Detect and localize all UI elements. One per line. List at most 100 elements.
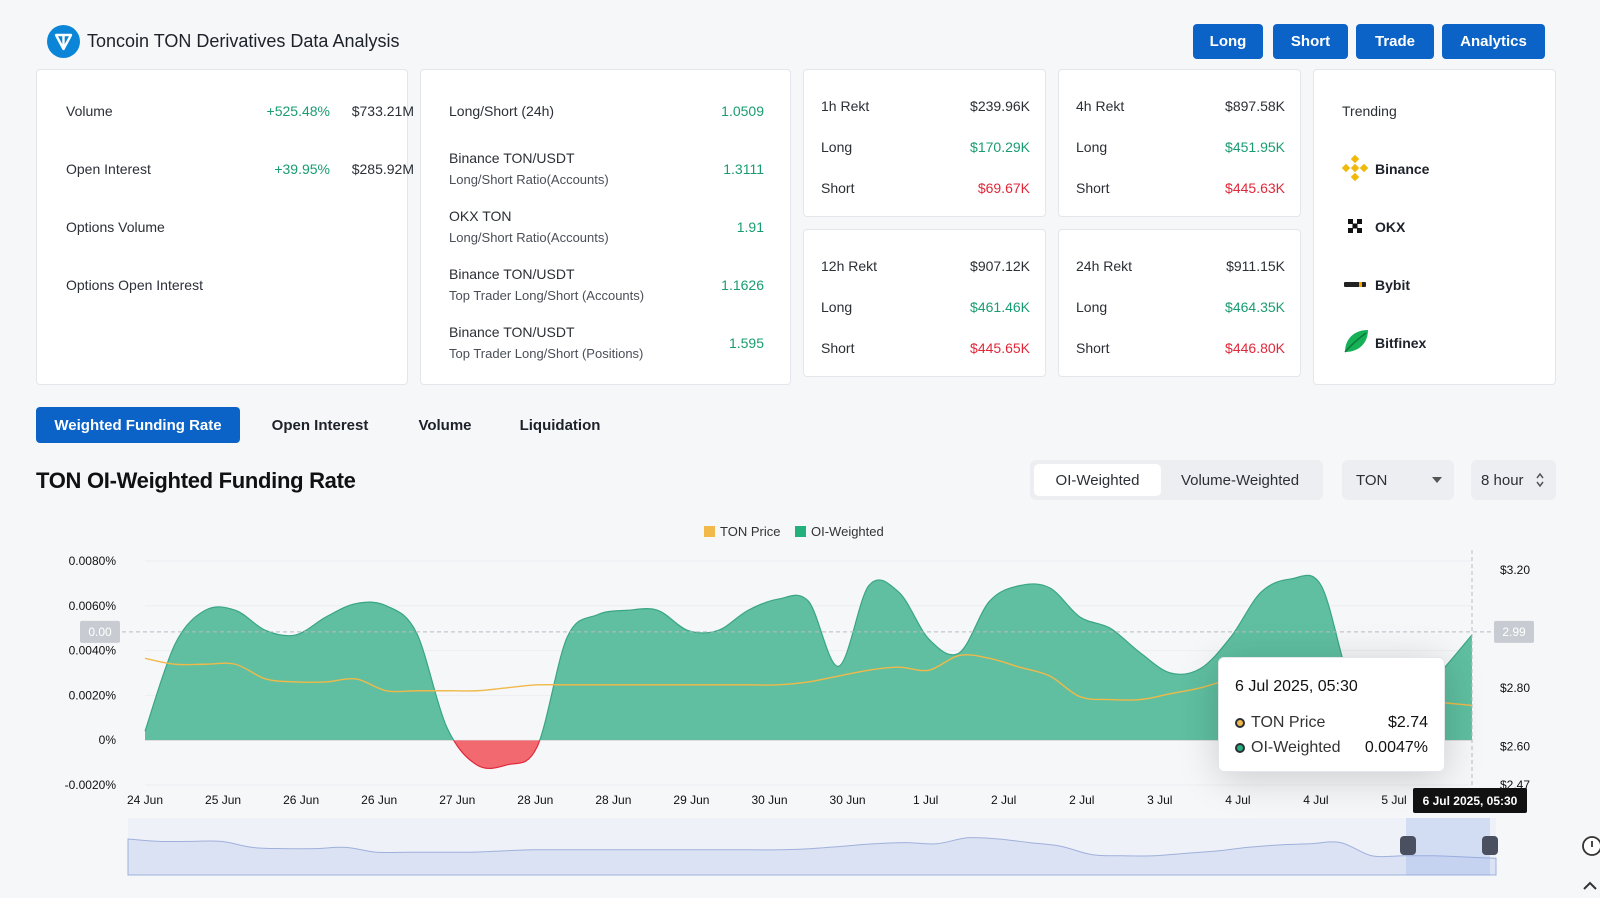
rekt-short-value: $445.63K xyxy=(1225,180,1285,196)
overview-change: +525.48% xyxy=(266,103,330,119)
long-button[interactable]: Long xyxy=(1193,24,1263,59)
ratio-label: Binance TON/USDT Top Trader Long/Short (P… xyxy=(449,324,644,361)
rekt-long-label: Long xyxy=(1076,299,1108,315)
trending-exchange-bitfinex[interactable]: Bitfinex xyxy=(1375,335,1427,351)
x-tick-label: 30 Jun xyxy=(751,793,787,807)
symbol-select[interactable]: TON xyxy=(1342,460,1454,500)
rekt-short-label: Short xyxy=(821,340,855,356)
y-left-tick-label: 0.0020% xyxy=(69,688,117,702)
overview-value: $285.92M xyxy=(351,161,414,177)
rekt-total: $907.12K xyxy=(970,258,1030,274)
rekt-short-label: Short xyxy=(1076,180,1110,196)
rekt-title: 1h Rekt xyxy=(821,98,870,114)
tooltip-date: 6 Jul 2025, 05:30 xyxy=(1235,678,1358,695)
volume-weighted-toggle[interactable]: Volume-Weighted xyxy=(1180,471,1300,489)
ratio-label: Binance TON/USDT Top Trader Long/Short (A… xyxy=(449,266,645,303)
rekt-card-1h: 1h Rekt $239.96K Long $170.29K Short $69… xyxy=(803,69,1046,217)
rekt-short-label: Short xyxy=(821,180,855,196)
rekt-title: 24h Rekt xyxy=(1076,258,1133,274)
tooltip-row-price: TON Price xyxy=(1235,714,1325,732)
x-tick-label: 4 Jul xyxy=(1225,793,1250,807)
tab-volume[interactable]: Volume xyxy=(400,407,490,443)
data-zoom-preview xyxy=(127,837,1497,876)
ratio-value: 1.1626 xyxy=(721,277,764,293)
y-left-tick-label: 0.0080% xyxy=(69,554,117,568)
overview-label: Options Open Interest xyxy=(66,277,203,293)
long-short-ratio-card: Long/Short (24h) 1.0509 Binance TON/USDT… xyxy=(420,69,791,385)
tab-weighted-funding-rate[interactable]: Weighted Funding Rate xyxy=(36,407,240,443)
y-right-tick-label: $2.60 xyxy=(1500,740,1530,754)
okx-icon xyxy=(1348,219,1362,233)
trending-title: Trending xyxy=(1342,103,1397,119)
y-left-tick-label: 0.0040% xyxy=(69,644,117,658)
short-button[interactable]: Short xyxy=(1273,24,1348,59)
ratio-label: Long/Short (24h) xyxy=(449,103,555,119)
oi-weighted-line xyxy=(144,574,1473,741)
overview-label: Volume xyxy=(66,103,113,119)
legend-label: TON Price xyxy=(720,524,781,539)
funding-rate-chart[interactable]: 0.00 2.99 0.0080% 0.0060% 0.0040% 0.0020% 0% -0… xyxy=(0,540,1600,898)
ratio-value: 1.91 xyxy=(736,219,764,235)
interval-select[interactable]: 8 hour xyxy=(1471,460,1556,500)
x-tick-label: 2 Jul xyxy=(1069,793,1094,807)
toncoin-logo-icon xyxy=(47,25,80,58)
tooltip-dot-oi xyxy=(1235,743,1245,753)
rekt-long-label: Long xyxy=(821,139,853,155)
rekt-title: 4h Rekt xyxy=(1076,98,1125,114)
x-tick-label: 28 Jun xyxy=(595,793,631,807)
x-tick-label: 4 Jul xyxy=(1303,793,1328,807)
legend-item-oi[interactable]: OI-Weighted xyxy=(795,524,884,539)
y-right-tick-label: $2.80 xyxy=(1500,681,1530,695)
y-left-tick-label: -0.0020% xyxy=(65,778,117,792)
ratio-value: 1.595 xyxy=(728,335,764,351)
tooltip-row-oi: OI-Weighted xyxy=(1235,739,1341,757)
overview-value: $733.21M xyxy=(351,103,414,119)
analytics-button[interactable]: Analytics xyxy=(1442,24,1545,59)
ratio-label: OKX TON Long/Short Ratio(Accounts) xyxy=(449,208,609,245)
x-tick-label: 5 Jul xyxy=(1381,793,1406,807)
trending-card: Trending Binance OKX Bybit Bitfinex xyxy=(1313,69,1556,385)
rekt-long-value: $464.35K xyxy=(1225,299,1285,315)
weighting-toggle: OI-Weighted Volume-Weighted xyxy=(1030,460,1323,500)
rekt-card-24h: 24h Rekt $911.15K Long $464.35K Short $4… xyxy=(1058,229,1301,377)
x-tick-label: 24 Jun xyxy=(127,793,163,807)
rekt-total: $911.15K xyxy=(1226,258,1285,274)
legend-item-price[interactable]: TON Price xyxy=(704,524,780,539)
crosshair-right-badge xyxy=(1494,620,1534,643)
rekt-long-label: Long xyxy=(1076,139,1108,155)
chevron-up-icon[interactable] xyxy=(1580,876,1600,896)
x-tick-label: 27 Jun xyxy=(439,793,475,807)
oi-weighted-toggle[interactable]: OI-Weighted xyxy=(1034,464,1161,496)
data-zoom-handle-left xyxy=(1400,836,1416,855)
rekt-card-4h: 4h Rekt $897.58K Long $451.95K Short $44… xyxy=(1058,69,1301,217)
x-tick-label: 25 Jun xyxy=(205,793,241,807)
trending-exchange-bybit[interactable]: Bybit xyxy=(1375,277,1410,293)
interval-select-value: 8 hour xyxy=(1481,471,1524,489)
rekt-long-value: $451.95K xyxy=(1225,139,1285,155)
rekt-long-value: $170.29K xyxy=(970,139,1030,155)
x-tick-label: 29 Jun xyxy=(673,793,709,807)
tab-liquidation[interactable]: Liquidation xyxy=(505,407,615,443)
crosshair-left-label: 0.00 xyxy=(88,625,112,639)
rekt-short-label: Short xyxy=(1076,340,1110,356)
y-right-tick-label: $3.20 xyxy=(1500,563,1530,577)
ratio-value: 1.0509 xyxy=(721,103,764,119)
tooltip-value: 0.0047% xyxy=(1364,739,1428,756)
timer-icon[interactable] xyxy=(1578,832,1600,860)
tab-open-interest[interactable]: Open Interest xyxy=(255,407,385,443)
page-title: Toncoin TON Derivatives Data Analysis xyxy=(87,31,400,51)
rekt-total: $239.96K xyxy=(970,98,1030,114)
trade-button[interactable]: Trade xyxy=(1356,24,1434,59)
rekt-long-value: $461.46K xyxy=(970,299,1030,315)
trending-exchange-okx[interactable]: OKX xyxy=(1375,219,1406,235)
overview-change: +39.95% xyxy=(274,161,330,177)
sort-updown-icon xyxy=(1536,473,1544,487)
oi-weighted-area-negative xyxy=(145,740,1472,769)
rekt-card-12h: 12h Rekt $907.12K Long $461.46K Short $4… xyxy=(803,229,1046,377)
rekt-total: $897.58K xyxy=(1225,98,1285,114)
x-tick-label: 28 Jun xyxy=(517,793,553,807)
crosshair-left-badge xyxy=(80,620,120,643)
tooltip-dot-price xyxy=(1235,718,1245,728)
trending-exchange-binance[interactable]: Binance xyxy=(1375,161,1430,177)
rekt-title: 12h Rekt xyxy=(821,258,878,274)
